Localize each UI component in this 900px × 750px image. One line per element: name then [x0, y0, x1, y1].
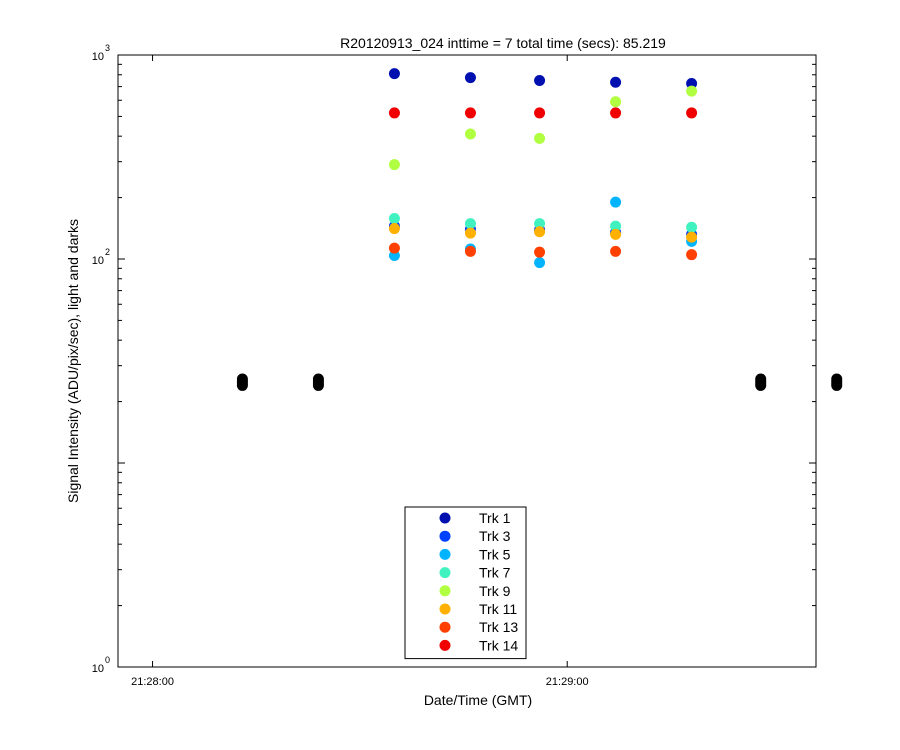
legend-label: Trk 1: [479, 510, 511, 526]
dark-frame-point: [755, 373, 767, 385]
series-point: [686, 221, 698, 233]
legend-marker: [439, 621, 451, 633]
series-point: [610, 76, 622, 88]
legend-marker: [439, 548, 451, 560]
series-point: [464, 218, 476, 230]
series-point: [610, 245, 622, 257]
legend: Trk 1 Trk 3 Trk 5 Trk 7 Trk 9 Trk 11 Trk 13 Trk…: [404, 506, 527, 660]
legend-marker: [439, 567, 451, 579]
series-point: [464, 107, 476, 119]
series-point: [610, 228, 622, 240]
series-point: [464, 72, 476, 84]
legend-label: Trk 5: [479, 546, 511, 562]
series-point: [534, 226, 546, 238]
y-tick-exponent: 2: [105, 247, 110, 257]
series-point: [686, 231, 698, 243]
series-point: [464, 128, 476, 140]
series-point: [686, 249, 698, 261]
series-point: [610, 220, 622, 232]
data-points: [236, 68, 843, 391]
series-point: [388, 68, 400, 80]
legend-marker: [439, 585, 451, 597]
y-tick-exponent: 3: [105, 43, 110, 53]
legend-label: Trk 14: [479, 637, 518, 653]
series-point: [388, 223, 400, 235]
x-axis-label: Date/Time (GMT): [424, 692, 532, 708]
y-tick-label: 10: [92, 51, 104, 63]
y-axis-label: Signal Intensity (ADU/pix/sec), light an…: [65, 219, 81, 503]
chart-title: R20120913_024 inttime = 7 total time (se…: [340, 35, 666, 51]
y-tick-label: 10: [92, 663, 104, 675]
legend-label: Trk 3: [479, 528, 511, 544]
series-point: [610, 196, 622, 208]
dark-frame-point: [312, 373, 324, 385]
x-tick-label: 21:28:00: [131, 676, 174, 688]
series-point: [464, 227, 476, 239]
series-point: [388, 242, 400, 254]
legend-marker: [439, 603, 451, 615]
series-point: [610, 96, 622, 108]
series-point: [534, 218, 546, 230]
legend-marker: [439, 512, 451, 524]
legend-box: [404, 506, 527, 660]
legend-label: Trk 7: [479, 565, 511, 581]
series-point: [534, 257, 546, 269]
dark-frame-point: [236, 373, 248, 385]
series-point: [686, 77, 698, 89]
dark-frame-point: [831, 373, 843, 385]
y-tick-exponent: 0: [105, 655, 110, 665]
series-point: [464, 245, 476, 257]
series-point: [686, 85, 698, 97]
legend-marker: [439, 530, 451, 542]
series-point: [686, 107, 698, 119]
legend-label: Trk 9: [479, 583, 511, 599]
x-tick-label: 21:29:00: [546, 676, 589, 688]
series-point: [388, 212, 400, 224]
series-point: [388, 159, 400, 171]
series-point: [534, 132, 546, 144]
series-point: [534, 74, 546, 86]
series-point: [388, 107, 400, 119]
legend-label: Trk 13: [479, 619, 518, 635]
series-point: [534, 246, 546, 258]
series-point: [610, 107, 622, 119]
legend-marker: [439, 639, 451, 651]
legend-label: Trk 11: [479, 601, 517, 617]
series-point: [534, 107, 546, 119]
y-tick-label: 10: [92, 255, 104, 267]
